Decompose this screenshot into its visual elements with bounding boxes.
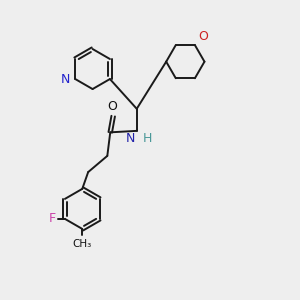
Text: CH₃: CH₃ <box>73 239 92 249</box>
Text: O: O <box>198 30 208 43</box>
Text: F: F <box>48 212 56 225</box>
Text: N: N <box>126 132 135 145</box>
Text: H: H <box>143 132 153 145</box>
Text: O: O <box>107 100 117 112</box>
Text: N: N <box>61 73 70 85</box>
